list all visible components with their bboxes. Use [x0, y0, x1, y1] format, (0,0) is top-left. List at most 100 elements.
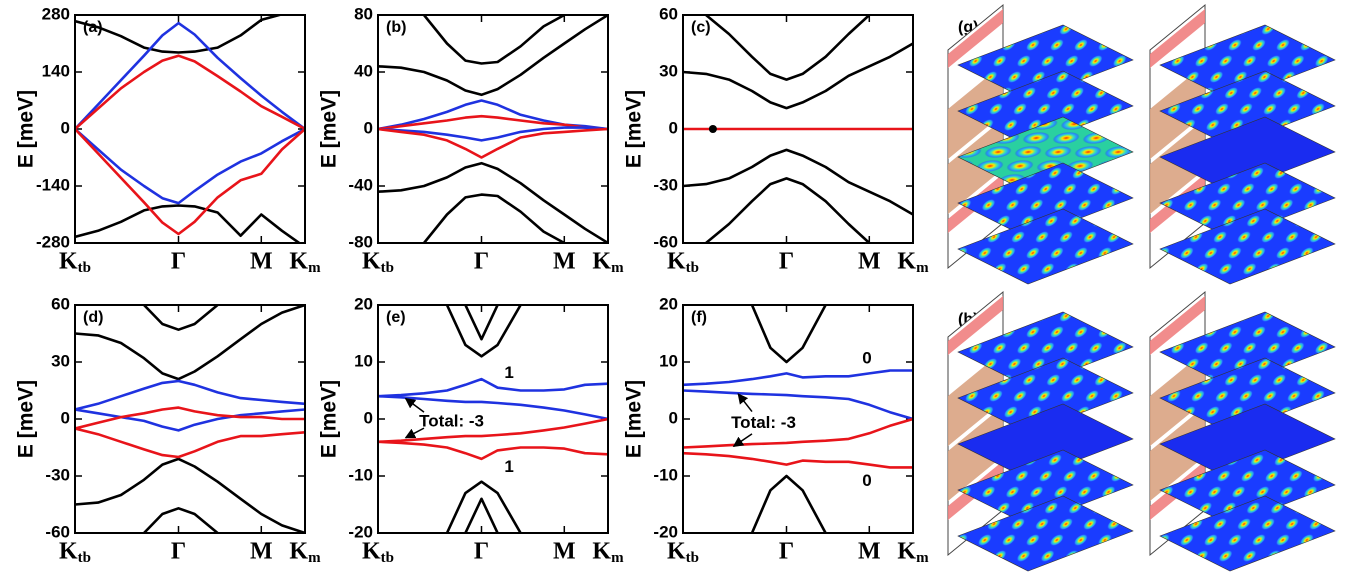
band-line [75, 15, 286, 54]
band-line [75, 204, 302, 243]
y-axis-label: E [meV] [318, 380, 341, 458]
band-line [75, 127, 305, 205]
band-line [75, 406, 305, 430]
x-tick-label: Ktb [59, 539, 91, 567]
panel: -80 -40 0 40 80 Ktb Γ M Km E [meV] (b) [318, 4, 625, 276]
band-line [445, 480, 522, 533]
y-axis-label: E [meV] [15, 380, 38, 458]
band-line [378, 394, 608, 421]
band-line [75, 379, 305, 411]
x-tick-label: Γ [474, 249, 489, 275]
y-tick-label: 280 [42, 4, 70, 23]
y-tick-label: 30 [659, 61, 678, 80]
y-tick-label: -60 [45, 522, 70, 541]
annotation: Total: -3 [731, 413, 796, 432]
panel-label: (f) [691, 309, 707, 326]
panel: -280 -140 0 140 280 Ktb Γ M Km E [meV] (a) [15, 4, 322, 276]
layer [1159, 24, 1336, 101]
y-axis-label: E [meV] [15, 90, 38, 168]
band-line [378, 126, 608, 142]
panel-strip [948, 119, 1003, 214]
band-line [378, 377, 608, 398]
panel-label: (d) [83, 309, 103, 326]
panel-label: (a) [83, 19, 103, 36]
layer-stack [1149, 3, 1336, 285]
band-line [75, 54, 305, 131]
annotation: 0 [862, 349, 871, 368]
y-tick-label: -10 [653, 465, 678, 484]
annotation-arrow [404, 427, 425, 439]
band-line [683, 451, 913, 469]
y-tick-label: 40 [354, 61, 373, 80]
panel-strip [948, 406, 1003, 501]
band-line [143, 507, 219, 533]
panel-label: (c) [691, 19, 711, 36]
band-line [378, 127, 608, 159]
layer [1159, 208, 1336, 285]
band-line [705, 15, 871, 81]
layer [1159, 70, 1336, 147]
layer [1159, 495, 1336, 572]
x-tick-label: Ktb [362, 249, 394, 277]
panel-strip [1150, 119, 1205, 214]
layer [957, 116, 1134, 193]
layer [957, 495, 1134, 572]
band-line [378, 114, 608, 131]
layer [1159, 449, 1336, 526]
annotation: Total: -3 [419, 411, 484, 430]
panel-strip [948, 296, 1003, 355]
layer-stack [947, 3, 1134, 285]
layer [957, 70, 1134, 147]
y-tick-label: -30 [653, 175, 678, 194]
band-line [75, 305, 305, 381]
band-line [378, 15, 608, 97]
y-tick-label: 80 [354, 4, 373, 23]
panel: -60 -30 0 30 60 Ktb Γ M Km E [meV] (d) [15, 294, 322, 566]
layer [1159, 357, 1336, 434]
band-line [422, 193, 565, 243]
plot-frame [682, 14, 914, 244]
y-tick-label: 30 [51, 351, 70, 370]
band-line [750, 474, 827, 533]
y-axis-label: E [meV] [623, 380, 646, 458]
x-tick-label: Ktb [667, 539, 699, 567]
y-tick-label: 0 [364, 118, 373, 137]
band-line [683, 389, 913, 421]
plot-frame [377, 304, 609, 534]
layer [957, 311, 1134, 388]
point [708, 125, 717, 133]
x-tick-label: Γ [474, 539, 489, 565]
x-tick-label: Ktb [362, 539, 394, 567]
band-line [683, 369, 913, 387]
layer [957, 357, 1134, 434]
y-tick-label: -280 [36, 232, 70, 251]
annotation: 0 [862, 471, 871, 490]
band-line [683, 417, 913, 449]
band-line [378, 161, 608, 243]
band-line [683, 42, 913, 110]
layer [957, 403, 1134, 480]
panel-strip [1150, 9, 1205, 68]
band-line [75, 427, 305, 459]
band-line [750, 305, 827, 364]
y-tick-label: 0 [61, 408, 70, 427]
y-tick-label: 140 [42, 61, 70, 80]
band-line [143, 305, 219, 331]
y-tick-label: -30 [45, 465, 70, 484]
y-tick-label: 20 [659, 294, 678, 313]
x-tick-label: Γ [171, 249, 186, 275]
annotation: 1 [504, 363, 513, 382]
band-line [378, 440, 608, 461]
layer [1159, 311, 1336, 388]
y-tick-label: -10 [348, 465, 373, 484]
panel-strip [1150, 406, 1205, 501]
x-tick-label: Km [897, 249, 929, 277]
x-tick-label: M [858, 539, 881, 565]
plot-frame [74, 14, 306, 244]
panel: -60 -30 0 30 60 Ktb Γ M Km E [meV] (c) [623, 4, 930, 276]
y-tick-label: -140 [36, 175, 70, 194]
layer [957, 162, 1134, 239]
y-tick-label: 20 [354, 294, 373, 313]
layer [957, 449, 1134, 526]
